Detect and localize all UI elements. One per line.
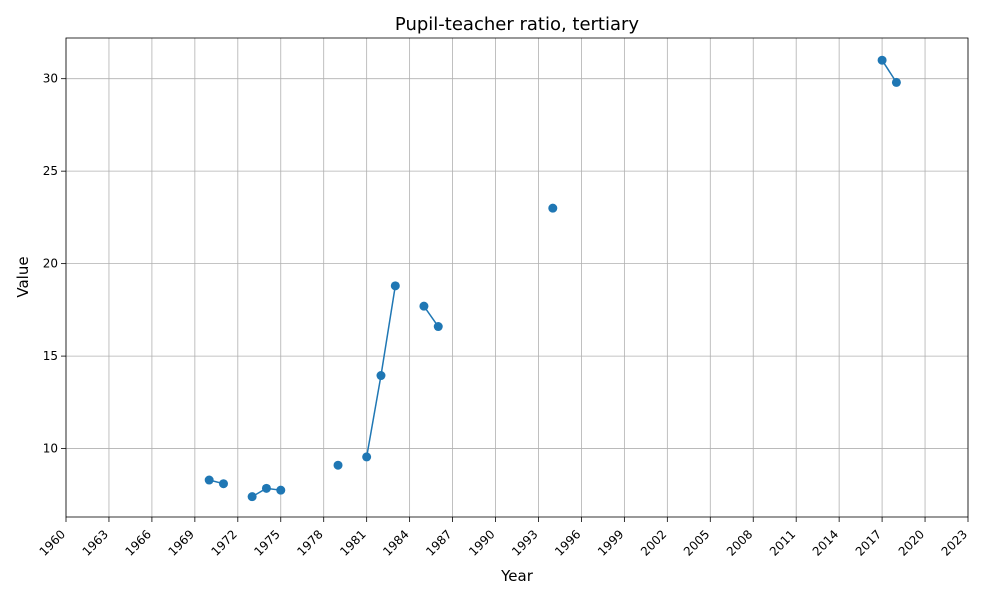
y-axis-label: Value bbox=[14, 256, 32, 297]
x-tick-label: 2017 bbox=[853, 527, 884, 558]
y-tick-label: 10 bbox=[43, 442, 58, 456]
data-point bbox=[376, 371, 386, 381]
grid-lines bbox=[65, 38, 969, 517]
data-point bbox=[433, 322, 443, 332]
x-tick-label: 2005 bbox=[681, 527, 712, 558]
data-point bbox=[261, 483, 271, 493]
series-line-segment bbox=[380, 285, 397, 376]
data-point bbox=[218, 479, 228, 489]
chart-title: Pupil-teacher ratio, tertiary bbox=[395, 14, 639, 35]
y-tick-label: 30 bbox=[43, 72, 58, 86]
x-tick-label: 2023 bbox=[939, 527, 970, 558]
x-tick-label: 1969 bbox=[165, 527, 196, 558]
x-tick-label: 1990 bbox=[466, 527, 497, 558]
x-tick-label: 2020 bbox=[896, 527, 927, 558]
data-point bbox=[204, 475, 214, 485]
x-tick-label: 1999 bbox=[595, 527, 626, 558]
data-point bbox=[247, 492, 257, 502]
data-point bbox=[891, 77, 901, 87]
data-point bbox=[419, 301, 429, 311]
x-axis-ticks: 1960 1963 1966 1969 1972 1975 1978 1981 1984 1987… bbox=[37, 517, 970, 559]
x-tick-label: 1981 bbox=[337, 527, 368, 558]
x-tick-label: 2002 bbox=[638, 527, 669, 558]
x-tick-label: 1987 bbox=[423, 527, 454, 558]
y-tick-label: 15 bbox=[43, 349, 58, 363]
x-tick-label: 1972 bbox=[208, 527, 239, 558]
x-tick-label: 1963 bbox=[80, 527, 111, 558]
x-tick-label: 1978 bbox=[294, 527, 325, 558]
data-point bbox=[362, 452, 372, 462]
series-line-segment bbox=[365, 375, 382, 458]
series-layer bbox=[204, 55, 901, 502]
x-tick-label: 1975 bbox=[251, 527, 282, 558]
x-tick-label: 1984 bbox=[380, 527, 411, 558]
data-point bbox=[333, 460, 343, 470]
x-tick-label: 2014 bbox=[810, 527, 841, 558]
x-tick-label: 1993 bbox=[509, 527, 540, 558]
y-tick-label: 20 bbox=[43, 257, 58, 271]
x-tick-label: 1966 bbox=[123, 527, 154, 558]
data-point bbox=[877, 55, 887, 65]
x-tick-label: 1960 bbox=[37, 527, 68, 558]
data-point bbox=[548, 203, 558, 213]
x-axis-label: Year bbox=[500, 567, 534, 585]
y-tick-label: 25 bbox=[43, 164, 58, 178]
data-point bbox=[390, 281, 400, 291]
data-point bbox=[276, 485, 286, 495]
x-tick-label: 2008 bbox=[724, 527, 755, 558]
x-tick-label: 1996 bbox=[552, 527, 583, 558]
plot-area-frame bbox=[65, 37, 969, 518]
y-axis-ticks: 10 15 20 25 30 bbox=[43, 72, 66, 456]
x-tick-label: 2011 bbox=[767, 527, 798, 558]
